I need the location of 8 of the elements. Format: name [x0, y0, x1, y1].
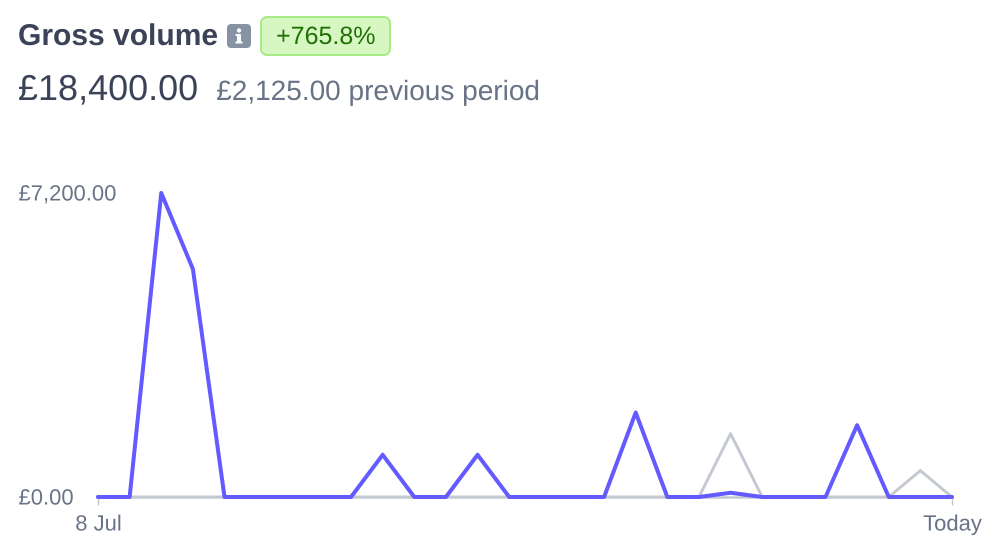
y-tick-label: £7,200.00: [18, 180, 116, 206]
y-tick-label: £0.00: [18, 484, 74, 510]
chart-title: Gross volume: [18, 18, 218, 54]
x-tick-label: 8 Jul: [75, 510, 122, 536]
text: £2,125.00 previous period: [216, 74, 540, 108]
chart-subtitle: £18,400.00: [18, 67, 198, 108]
badge: +765.8%: [260, 16, 392, 56]
x-tick-label: Today: [923, 510, 982, 536]
